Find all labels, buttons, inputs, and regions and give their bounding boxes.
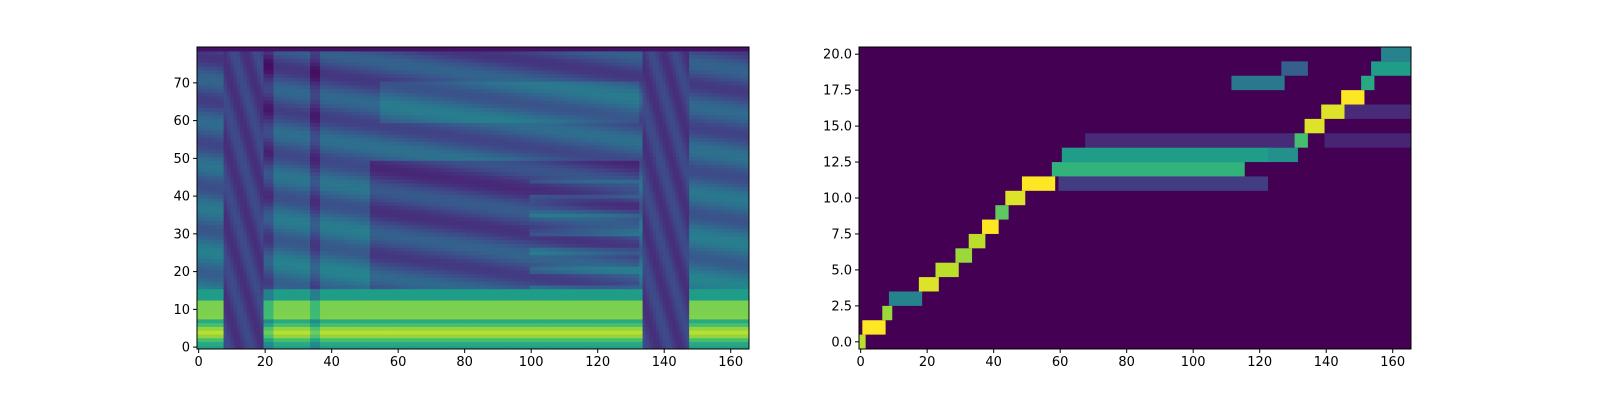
alignment-y-tick-label: 17.5 xyxy=(823,84,852,99)
alignment-path-segment xyxy=(1268,147,1298,163)
spectrogram-x-tick-label: 80 xyxy=(456,355,473,370)
alignment-y-tick-label: 12.5 xyxy=(823,156,852,171)
spectrogram-x-tick-label: 0 xyxy=(195,355,203,370)
alignment-path-segment xyxy=(955,248,973,263)
spectrogram-panel: 0 20 40 60 80 100 120 140 160 0 10 20 30 40 50 60 70 xyxy=(173,46,750,370)
alignment-path-segment xyxy=(968,233,986,249)
alignment-x-tick-label: 80 xyxy=(1118,355,1135,370)
alignment-x-tick-label: 40 xyxy=(985,355,1002,370)
spectrogram-y-tick-label: 50 xyxy=(173,152,190,167)
alignment-y-tick-label: 15.0 xyxy=(823,120,852,135)
alignment-path-segment xyxy=(1321,104,1345,119)
alignment-path-segment xyxy=(1294,133,1308,148)
alignment-y-tick-label: 7.5 xyxy=(831,227,852,242)
alignment-path-segment xyxy=(1371,61,1411,76)
spectrogram-y-tick-label: 0 xyxy=(182,341,190,356)
alignment-x-tick-label: 120 xyxy=(1247,355,1272,370)
alignment-path-segment xyxy=(1361,75,1375,91)
alignment-x-axis: 0 20 40 60 80 100 120 140 160 xyxy=(857,349,1405,370)
spectrogram-x-tick-label: 140 xyxy=(652,355,677,370)
spectrogram-image xyxy=(197,47,749,349)
alignment-background xyxy=(859,47,1411,349)
alignment-y-tick-label: 2.5 xyxy=(831,299,852,314)
alignment-secondary-band xyxy=(1344,104,1411,119)
alignment-y-tick-label: 5.0 xyxy=(831,263,852,278)
alignment-x-tick-label: 160 xyxy=(1380,355,1405,370)
alignment-path-segment xyxy=(1061,147,1272,163)
spectrogram-frame xyxy=(196,46,750,350)
alignment-secondary-band xyxy=(1281,61,1308,76)
spectrogram-x-tick-label: 160 xyxy=(718,355,743,370)
spectrogram-x-tick-label: 40 xyxy=(323,355,340,370)
spectrogram-x-tick-label: 120 xyxy=(585,355,610,370)
spectrogram-y-tick-label: 40 xyxy=(173,190,190,205)
alignment-path-segment xyxy=(882,305,893,321)
alignment-path-segment xyxy=(935,262,959,278)
alignment-path-segment xyxy=(1341,90,1365,105)
alignment-x-tick-label: 0 xyxy=(857,355,865,370)
alignment-x-tick-label: 140 xyxy=(1314,355,1339,370)
alignment-path-segment xyxy=(995,205,1009,220)
alignment-x-tick-label: 60 xyxy=(1052,355,1069,370)
alignment-y-tick-label: 0.0 xyxy=(831,335,852,350)
spectrogram-y-tick-label: 30 xyxy=(173,227,190,242)
spectrogram-x-tick-label: 60 xyxy=(390,355,407,370)
alignment-image xyxy=(859,47,1411,349)
alignment-path-segment xyxy=(859,334,866,349)
alignment-y-tick-label: 10.0 xyxy=(823,192,852,207)
alignment-secondary-band xyxy=(1085,133,1298,148)
spectrogram-x-axis: 0 20 40 60 80 100 120 140 160 xyxy=(195,349,743,370)
alignment-y-axis: 0.0 2.5 5.0 7.5 10.0 12.5 15.0 17.5 20.0 xyxy=(823,48,859,350)
alignment-path-segment xyxy=(918,277,939,292)
alignment-path-segment xyxy=(888,291,923,306)
spectrogram-y-tick-label: 60 xyxy=(173,114,190,129)
alignment-secondary-band xyxy=(1231,75,1285,91)
alignment-path-segment xyxy=(982,219,999,234)
spectrogram-y-tick-label: 20 xyxy=(173,265,190,280)
alignment-path-segment xyxy=(1304,118,1325,134)
alignment-path-segment xyxy=(1381,47,1411,62)
spectrogram-y-axis: 0 10 20 30 40 50 60 70 xyxy=(173,76,197,356)
alignment-path-segment xyxy=(1005,190,1026,206)
alignment-path-segment xyxy=(862,320,886,335)
alignment-secondary-band xyxy=(1058,176,1269,191)
alignment-path-segment xyxy=(1021,176,1056,191)
alignment-path-segment xyxy=(1051,162,1245,177)
alignment-x-tick-label: 100 xyxy=(1181,355,1206,370)
alignment-panel: 0 20 40 60 80 100 120 140 160 0.0 2.5 5.0 7.5 10.0 12… xyxy=(823,46,1412,370)
alignment-secondary-band xyxy=(1324,133,1411,148)
spectrogram-x-tick-label: 20 xyxy=(257,355,274,370)
spectrogram-y-tick-label: 10 xyxy=(173,303,190,318)
spectrogram-x-tick-label: 100 xyxy=(519,355,544,370)
alignment-x-tick-label: 20 xyxy=(919,355,936,370)
spectrogram-y-tick-label: 70 xyxy=(173,76,190,91)
alignment-y-tick-label: 20.0 xyxy=(823,48,852,63)
